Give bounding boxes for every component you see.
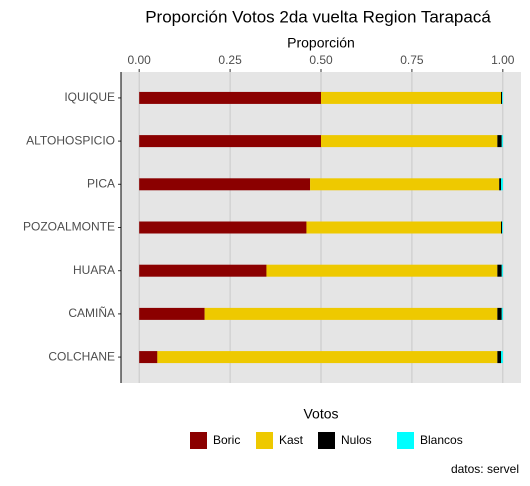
bar-segment [139,91,321,104]
y-tick-label: HUARA [73,263,115,277]
y-tick-label: IQUIQUE [64,90,115,104]
legend-label: Blancos [420,433,463,447]
bar-segment [139,307,205,320]
legend-key [397,432,414,449]
x-tick-label: 0.50 [309,53,333,67]
bar-segment [501,135,503,148]
bar-segment [501,221,503,234]
bar-segment [139,178,311,191]
legend-key [256,432,273,449]
legend-label: Boric [213,433,240,447]
bar-segment [204,307,498,320]
chart-title: Proporción Votos 2da vuelta Region Tarap… [145,7,491,26]
bar-segment [321,135,498,148]
bar-segment [266,264,498,277]
bar-segment [499,178,501,191]
x-tick-label: 0.75 [400,53,424,67]
y-tick-label: PICA [87,176,115,190]
bar-segment [310,178,500,191]
bar-segment [139,135,321,148]
bar-segment [501,178,503,191]
legend-key [190,432,207,449]
bar-segment [139,351,158,364]
legend-key [318,432,335,449]
bar-segment [139,221,307,234]
bar-segment [497,307,502,320]
legend-label: Nulos [341,433,372,447]
x-axis-title: Proporción [287,35,355,51]
bar-segment [501,264,503,277]
bar-segment [501,307,503,320]
bar-segment [497,135,502,148]
legend-label: Kast [279,433,304,447]
x-tick-label: 0.25 [218,53,242,67]
bar-segment [497,351,501,364]
x-tick-label: 1.00 [491,53,515,67]
bar-segment [139,264,267,277]
bar-segment [501,91,503,104]
bar-segment [502,221,503,234]
bar-segment [497,264,502,277]
caption: datos: servel [451,462,519,476]
bar-segment [157,351,498,364]
x-tick-label: 0.00 [128,53,152,67]
y-tick-label: POZOALMONTE [23,220,115,234]
y-tick-label: COLCHANE [48,349,115,363]
legend-title: Votos [303,406,338,422]
y-tick-label: ALTOHOSPICIO [26,133,115,147]
bar-segment [321,91,501,104]
y-tick-label: CAMIÑA [68,306,115,320]
bar-segment [306,221,501,234]
bar-segment [501,351,503,364]
bar-segment [502,91,503,104]
